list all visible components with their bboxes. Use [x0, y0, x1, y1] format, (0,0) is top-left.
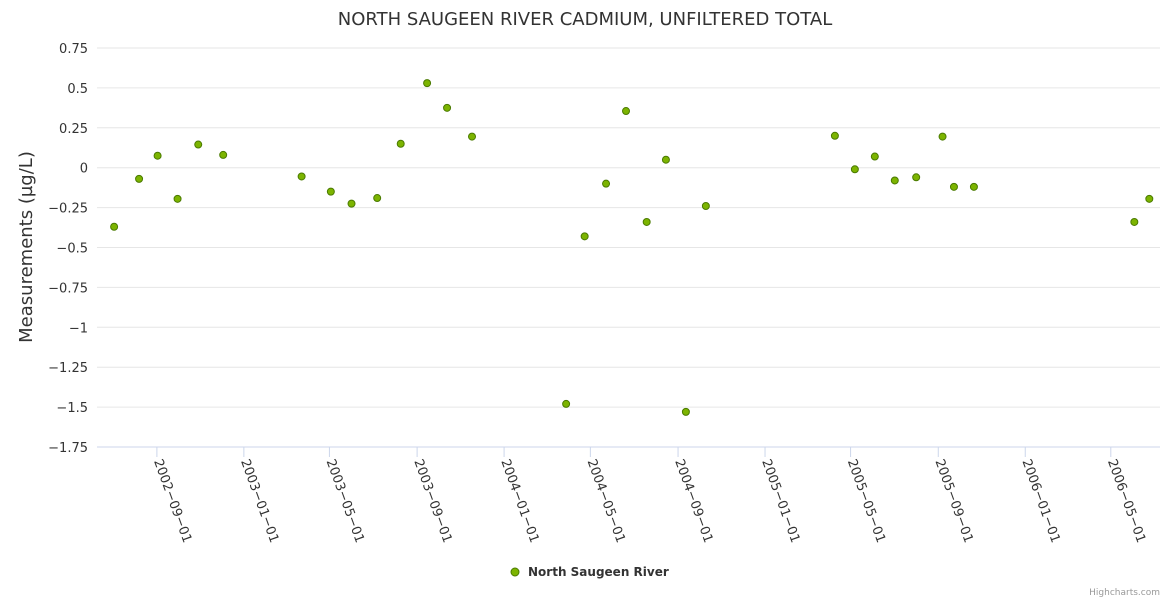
data-point	[562, 399, 571, 408]
data-point	[173, 194, 182, 203]
credits-link[interactable]: Highcharts.com	[1089, 588, 1160, 598]
data-point	[870, 152, 879, 161]
y-tick-label: 0.25	[59, 122, 88, 137]
data-point	[347, 199, 356, 208]
data-point	[622, 107, 631, 116]
data-point	[949, 182, 958, 191]
legend-item[interactable]: North Saugeen River	[510, 565, 669, 579]
data-point	[701, 202, 710, 211]
data-points	[110, 79, 1154, 416]
data-point	[830, 131, 839, 140]
data-point	[110, 222, 119, 231]
data-point	[219, 150, 228, 159]
data-point	[468, 132, 477, 141]
data-point	[890, 176, 899, 185]
data-point	[194, 140, 203, 149]
chart-title: NORTH SAUGEEN RIVER CADMIUM, UNFILTERED …	[338, 9, 832, 30]
data-point	[681, 407, 690, 416]
y-tick-label: −0.25	[48, 202, 88, 217]
data-point	[423, 79, 432, 88]
y-tick-label: 0.5	[67, 82, 88, 97]
data-point	[153, 151, 162, 160]
data-point	[1130, 217, 1139, 226]
y-tick-label: 0	[80, 162, 88, 177]
y-tick-label: −0.5	[56, 242, 88, 257]
legend-label: North Saugeen River	[528, 565, 669, 579]
y-axis-ticks: 0.75 0.5 0.25 0 −0.25 −0.5 −0.75 −1 −1.25 −1.5 −1.…	[48, 42, 88, 456]
data-point	[661, 155, 670, 164]
data-point	[642, 217, 651, 226]
x-tick-label: 2003−01−01	[237, 457, 281, 545]
y-axis-label: Measurements (µg/L)	[16, 151, 37, 343]
data-point	[938, 132, 947, 141]
y-tick-label: −1.75	[48, 441, 88, 456]
data-point	[912, 173, 921, 182]
x-tick-label: 2004−01−01	[497, 457, 541, 545]
x-tick-label: 2004−09−01	[671, 457, 715, 545]
grid-lines	[97, 47, 1160, 448]
y-tick-label: 0.75	[59, 42, 88, 57]
data-point	[443, 103, 452, 112]
data-point	[1145, 194, 1154, 203]
data-point	[135, 174, 144, 183]
data-point	[850, 165, 859, 174]
x-axis-ticks: 2002−09−01 2003−01−01 2003−05−01 2003−09−01…	[150, 447, 1148, 545]
legend-marker-icon	[510, 567, 520, 577]
data-point	[373, 194, 382, 203]
x-tick-label: 2006−05−01	[1104, 457, 1148, 545]
x-tick-label: 2004−05−01	[584, 457, 628, 545]
y-tick-label: −0.75	[48, 281, 88, 296]
data-point	[297, 172, 306, 181]
x-tick-label: 2003−05−01	[323, 457, 367, 545]
data-point	[580, 232, 589, 241]
y-tick-label: −1.5	[56, 401, 88, 416]
data-point	[326, 187, 335, 196]
x-tick-label: 2005−09−01	[932, 457, 976, 545]
x-tick-label: 2005−01−01	[758, 457, 802, 545]
x-tick-label: 2006−01−01	[1018, 457, 1062, 545]
data-point	[396, 139, 405, 148]
data-point	[602, 179, 611, 188]
data-point	[969, 182, 978, 191]
y-tick-label: −1	[69, 321, 88, 336]
x-tick-label: 2005−05−01	[844, 457, 888, 545]
y-tick-label: −1.25	[48, 361, 88, 376]
x-tick-label: 2002−09−01	[150, 457, 194, 545]
x-tick-label: 2003−09−01	[410, 457, 454, 545]
